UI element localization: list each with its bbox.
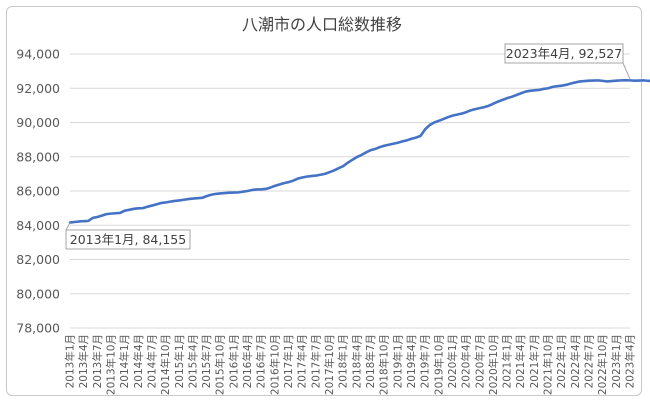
x-tick-label: 2014年7月 [145, 334, 158, 388]
callout-box [65, 229, 191, 250]
x-tick-label: 2022年4月 [569, 334, 582, 388]
data-callouts: 2013年1月, 84,155 2023年4月, 92,527 [65, 43, 631, 250]
x-tick-label: 2017年4月 [296, 334, 309, 388]
callout-leader [65, 222, 71, 231]
chart-frame [6, 6, 642, 396]
x-tick-label: 2014年1月 [118, 334, 131, 388]
x-tick-label: 2016年7月 [255, 334, 268, 388]
series-line [68, 78, 650, 224]
x-tick-label: 2020年10月 [487, 334, 500, 395]
x-tick-label: 2021年1月 [501, 334, 514, 388]
gridlines [70, 53, 630, 329]
x-tick-label: 2016年1月 [227, 334, 240, 388]
y-tick-label: 78,000 [16, 321, 60, 336]
y-tick-label: 88,000 [16, 149, 60, 164]
x-tick-label: 2023年4月 [624, 334, 637, 388]
x-tick-label: 2015年10月 [214, 334, 227, 395]
x-tick-label: 2020年4月 [460, 334, 473, 388]
x-tick-label: 2017年7月 [309, 334, 322, 388]
callout-label: 2013年1月, 84,155 [70, 232, 186, 247]
x-axis-tick-labels: 2013年1月 2013年4月 2013年7月 2013年10月 2014年1月 2014… [64, 334, 637, 395]
x-tick-label: 2013年7月 [91, 334, 104, 388]
x-tick-label: 2022年1月 [555, 334, 568, 388]
x-tick-label: 2013年1月 [64, 334, 77, 388]
y-tick-label: 84,000 [16, 218, 60, 233]
x-tick-label: 2015年4月 [186, 334, 199, 388]
x-tick-label: 2019年1月 [391, 334, 404, 388]
x-tick-label: 2020年1月 [446, 334, 459, 388]
x-tick-label: 2018年7月 [364, 334, 377, 388]
y-tick-label: 90,000 [16, 115, 60, 130]
chart-title: 八潮市の人口総数推移 [242, 15, 402, 34]
x-tick-label: 2016年10月 [268, 334, 281, 395]
x-tick-label: 2013年4月 [77, 334, 90, 388]
y-tick-label: 86,000 [16, 184, 60, 199]
x-tick-label: 2021年7月 [528, 334, 541, 388]
x-tick-label: 2020年7月 [473, 334, 486, 388]
x-tick-label: 2023年1月 [610, 334, 623, 388]
x-tick-label: 2022年10月 [596, 334, 609, 395]
x-tick-label: 2015年7月 [200, 334, 213, 388]
x-tick-label: 2015年1月 [173, 334, 186, 388]
x-tick-label: 2016年4月 [241, 334, 254, 388]
x-tick-label: 2022年7月 [583, 334, 596, 388]
x-tick-label: 2019年7月 [419, 334, 432, 388]
x-tick-label: 2014年10月 [159, 334, 172, 395]
callout-box [504, 43, 624, 64]
x-tick-label: 2018年4月 [350, 334, 363, 388]
x-tick-label: 2017年10月 [323, 334, 336, 395]
y-tick-label: 82,000 [16, 252, 60, 267]
x-tick-label: 2018年10月 [378, 334, 391, 395]
x-tick-label: 2021年4月 [514, 334, 527, 388]
x-tick-label: 2019年4月 [405, 334, 418, 388]
x-tick-label: 2019年10月 [432, 334, 445, 395]
y-tick-label: 92,000 [16, 81, 60, 96]
x-tick-label: 2018年1月 [337, 334, 350, 388]
callout-label: 2023年4月, 92,527 [506, 46, 622, 61]
y-axis-tick-labels: 78,000 80,000 82,000 84,000 86,000 88,000 90,0… [16, 47, 60, 336]
x-tick-label: 2013年10月 [104, 334, 117, 395]
x-tick-label: 2014年4月 [132, 334, 145, 388]
y-tick-label: 80,000 [16, 286, 60, 301]
x-tick-label: 2017年1月 [282, 334, 295, 388]
y-tick-label: 94,000 [16, 47, 60, 62]
callout-leader [622, 62, 631, 80]
x-tick-label: 2021年10月 [542, 334, 555, 395]
